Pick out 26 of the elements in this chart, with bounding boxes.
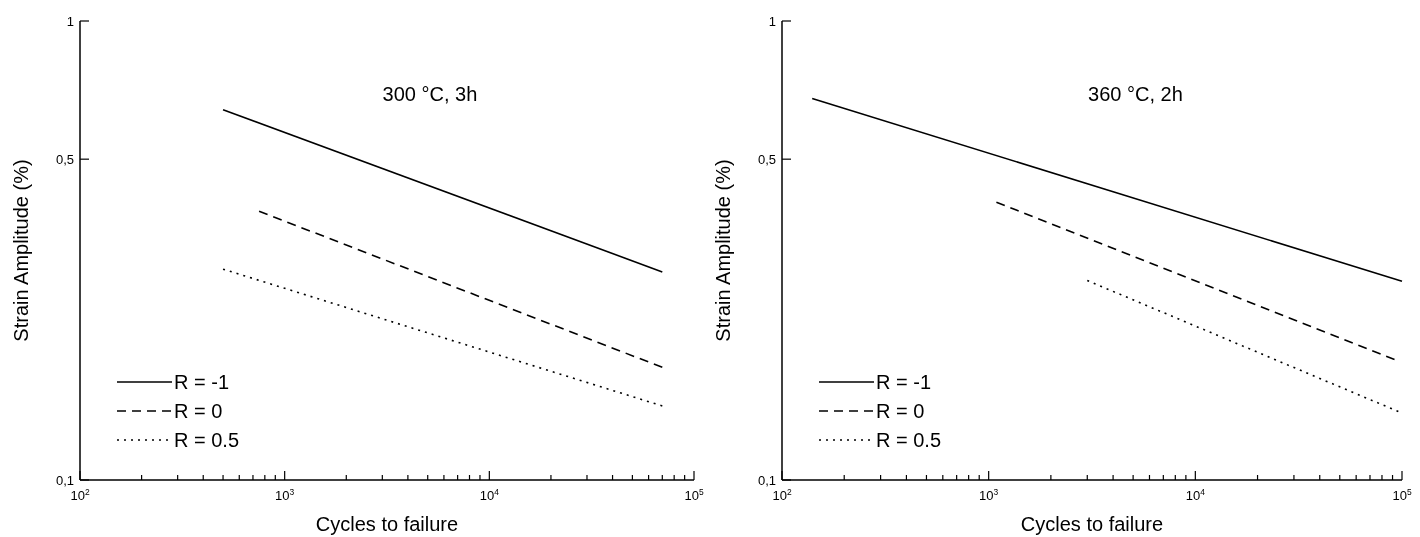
x-axis-title: Cycles to failure: [1020, 513, 1164, 535]
x-tick-label: 10$^{5}$: [1392, 487, 1412, 503]
annotation: 300 °C, 3h: [382, 83, 478, 105]
x-tick-label: 10$^{2}$: [70, 487, 90, 503]
legend-label: R = 0.5: [174, 429, 240, 451]
y-tick-label: 0,1: [757, 473, 776, 488]
y-axis-title: Strain Amplitude (%): [10, 159, 32, 342]
legend-label: R = 0: [174, 400, 223, 422]
legend-label: R = -1: [174, 371, 230, 393]
legend-label: R = 0: [876, 400, 925, 422]
y-tick-label: 1: [66, 14, 74, 29]
annotation: 360 °C, 2h: [1088, 83, 1183, 105]
y-tick-label: 0,5: [55, 152, 74, 168]
x-tick-label: 10$^{3}$: [275, 487, 295, 503]
x-tick-label: 10$^{4}$: [1185, 487, 1206, 503]
x-tick-label: 10$^{5}$: [684, 487, 704, 503]
y-tick-label: 0,1: [55, 473, 74, 488]
x-tick-label: 10$^{4}$: [479, 487, 500, 503]
x-tick-label: 10$^{2}$: [772, 487, 792, 503]
y-tick-label: 0,5: [757, 152, 776, 168]
x-tick-label: 10$^{3}$: [979, 487, 999, 503]
y-axis-title: Strain Amplitude (%): [712, 159, 734, 342]
legend-label: R = 0.5: [876, 429, 942, 451]
x-axis-title: Cycles to failure: [315, 513, 459, 535]
legend-label: R = -1: [876, 371, 932, 393]
y-tick-label: 1: [768, 14, 776, 29]
